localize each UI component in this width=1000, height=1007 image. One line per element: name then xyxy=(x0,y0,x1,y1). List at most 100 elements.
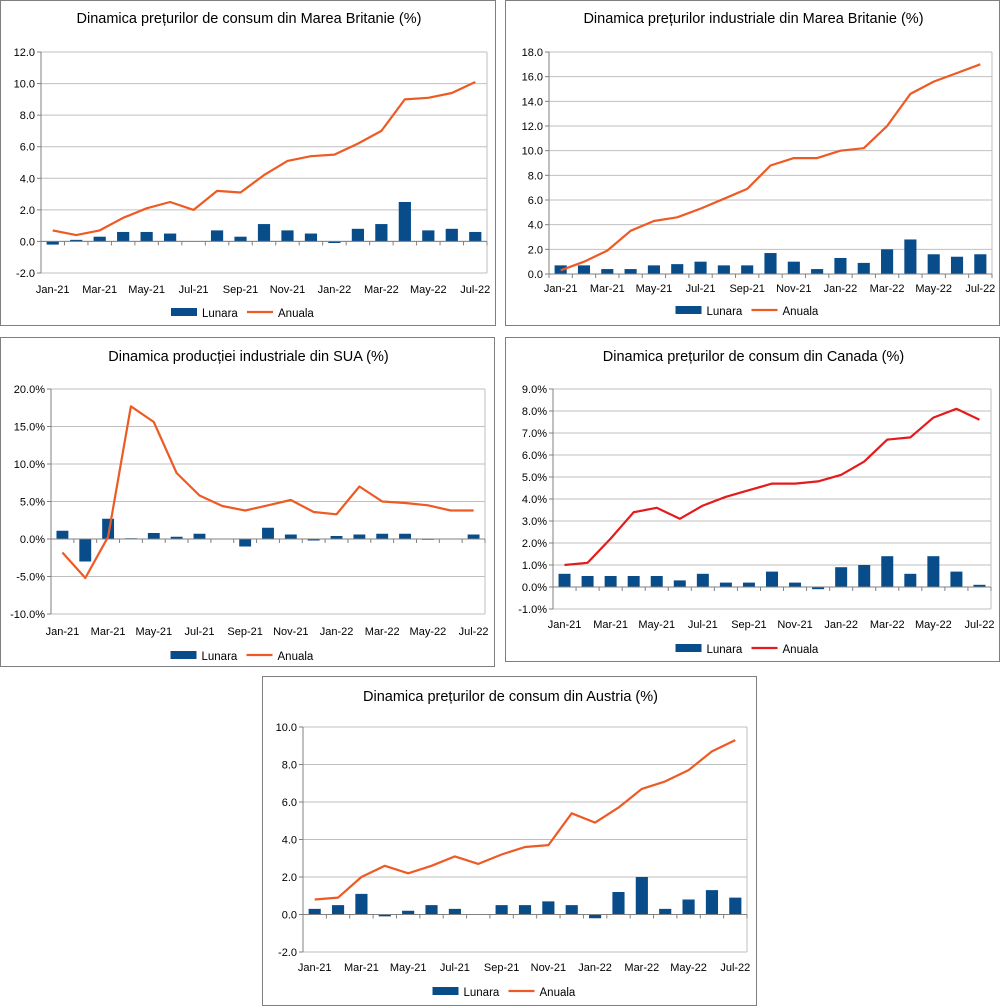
bar-lunara xyxy=(518,905,532,915)
x-tick-label: Jan-22 xyxy=(318,284,352,296)
bar-lunara xyxy=(742,582,755,587)
bar-lunara xyxy=(398,201,411,242)
x-tick-label: May-22 xyxy=(410,284,447,296)
bar-lunara xyxy=(834,257,847,274)
y-tick-label: 2.0 xyxy=(282,872,297,884)
bar-lunara xyxy=(604,576,617,587)
bar-lunara xyxy=(469,231,482,242)
x-tick-label: Jul-22 xyxy=(965,283,995,295)
bar-lunara xyxy=(402,910,415,915)
y-tick-label: 10.0 xyxy=(522,146,543,158)
legend-label-lunara: Lunara xyxy=(202,308,238,320)
bar-lunara xyxy=(811,269,824,274)
y-tick-label: 6.0 xyxy=(528,195,543,207)
y-tick-label: 15.0% xyxy=(14,422,45,434)
bar-lunara xyxy=(764,253,777,274)
y-tick-label: 10.0 xyxy=(276,722,297,734)
chart-svg: Dinamica prețurilor industriale din Mare… xyxy=(522,11,996,318)
bar-lunara xyxy=(635,877,648,915)
y-tick-label: 0.0 xyxy=(528,269,543,281)
bar-lunara xyxy=(974,254,987,274)
bar-lunara xyxy=(612,892,625,915)
legend-swatch-lunara xyxy=(675,644,702,652)
x-tick-label: Mar-22 xyxy=(365,626,400,638)
bar-lunara xyxy=(304,233,318,242)
legend-swatch-lunara xyxy=(170,651,197,659)
x-tick-label: Jul-22 xyxy=(459,626,489,638)
x-tick-label: Jan-21 xyxy=(544,283,578,295)
chart-title: Dinamica producției industriale din SUA … xyxy=(108,349,388,365)
y-tick-label: 0.0% xyxy=(20,534,45,546)
bar-lunara xyxy=(70,239,83,242)
bar-lunara xyxy=(495,905,508,915)
x-tick-label: Jul-21 xyxy=(688,619,718,631)
x-tick-label: Mar-22 xyxy=(364,284,399,296)
x-tick-label: Mar-21 xyxy=(82,284,117,296)
y-tick-label: 5.0% xyxy=(20,497,45,509)
y-tick-label: 14.0 xyxy=(522,96,543,108)
bar-lunara xyxy=(741,265,754,274)
bar-lunara xyxy=(46,241,59,245)
x-tick-label: Jan-21 xyxy=(548,619,582,631)
y-tick-label: 7.0% xyxy=(522,428,547,440)
x-tick-label: Nov-21 xyxy=(776,283,811,295)
bar-lunara xyxy=(164,233,177,242)
bar-lunara xyxy=(262,527,274,539)
bar-lunara xyxy=(682,899,695,915)
x-tick-label: Jan-22 xyxy=(578,962,612,974)
x-tick-label: Jan-21 xyxy=(46,626,80,638)
x-tick-label: Jul-21 xyxy=(686,283,716,295)
bar-lunara xyxy=(355,893,368,915)
bar-lunara xyxy=(673,580,686,587)
legend-label-anuala: Anuala xyxy=(540,987,576,999)
bar-lunara xyxy=(787,261,800,274)
bar-lunara xyxy=(445,228,458,242)
y-tick-label: 9.0% xyxy=(522,384,547,396)
bar-lunara xyxy=(399,533,411,539)
bar-lunara xyxy=(307,539,320,541)
y-tick-label: -1.0% xyxy=(518,604,547,616)
chart-svg: Dinamica producției industriale din SUA … xyxy=(10,349,489,663)
bar-lunara xyxy=(705,890,719,915)
bar-lunara xyxy=(719,582,732,587)
bar-lunara xyxy=(624,269,637,274)
line-anuala xyxy=(52,81,476,237)
x-tick-label: Sep-21 xyxy=(223,284,258,296)
legend-swatch-lunara xyxy=(171,308,197,316)
bar-lunara xyxy=(351,228,364,242)
y-tick-label: 8.0 xyxy=(20,110,35,122)
chart-canada-consumer-prices: Dinamica prețurilor de consum din Canada… xyxy=(505,337,1000,662)
y-tick-label: 6.0 xyxy=(20,142,35,154)
x-tick-label: Jul-21 xyxy=(440,962,470,974)
x-tick-label: Sep-21 xyxy=(729,283,764,295)
bar-lunara xyxy=(425,905,438,915)
bar-lunara xyxy=(565,905,578,915)
bar-lunara xyxy=(904,239,917,274)
bar-lunara xyxy=(589,914,602,919)
y-tick-label: 12.0 xyxy=(522,121,543,133)
bar-lunara xyxy=(328,241,341,244)
line-anuala xyxy=(61,405,474,580)
y-tick-label: 4.0 xyxy=(528,220,543,232)
bar-lunara xyxy=(694,261,707,274)
y-tick-label: 2.0 xyxy=(528,244,543,256)
x-tick-label: Sep-21 xyxy=(484,962,519,974)
x-tick-label: May-21 xyxy=(135,626,172,638)
y-tick-label: -2.0 xyxy=(278,947,297,959)
bar-lunara xyxy=(281,230,294,242)
bar-lunara xyxy=(696,573,709,587)
bar-lunara xyxy=(950,256,964,274)
x-tick-label: Jul-22 xyxy=(460,284,490,296)
bar-lunara xyxy=(56,530,69,539)
x-tick-label: Nov-21 xyxy=(777,619,812,631)
legend-label-anuala: Anuala xyxy=(278,651,314,663)
bar-lunara xyxy=(729,897,742,915)
y-tick-label: 8.0 xyxy=(282,760,297,772)
bar-lunara xyxy=(422,230,435,242)
y-tick-label: 8.0 xyxy=(528,170,543,182)
bar-lunara xyxy=(973,584,986,587)
x-tick-label: May-22 xyxy=(915,283,952,295)
y-tick-label: 3.0% xyxy=(522,516,547,528)
bar-lunara xyxy=(835,567,848,587)
x-tick-label: Nov-21 xyxy=(270,284,305,296)
